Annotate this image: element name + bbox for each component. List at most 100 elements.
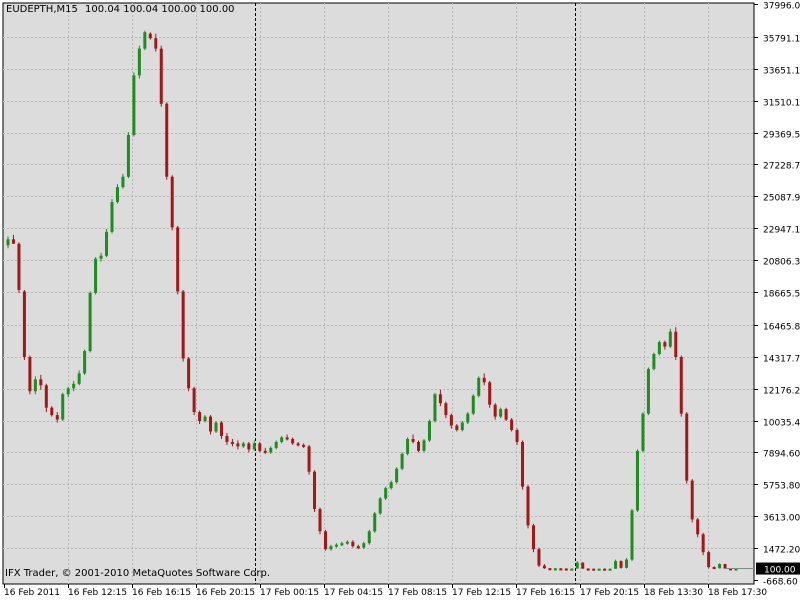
x-tick-label: 16 Feb 16:15 xyxy=(132,588,191,598)
x-tick-label: 17 Feb 04:15 xyxy=(324,588,383,598)
candle-bear xyxy=(493,404,497,417)
candle-bull xyxy=(657,342,661,355)
candle-bull xyxy=(427,421,431,441)
candle-bear xyxy=(225,435,229,442)
y-tick-label: 7894.60 xyxy=(763,450,800,460)
candle-bear xyxy=(22,291,26,358)
candle-bear xyxy=(154,38,158,49)
candle-bull xyxy=(77,373,81,384)
candle-bear xyxy=(504,409,508,420)
candle-bull xyxy=(608,568,612,571)
candle-bear xyxy=(411,438,415,442)
y-tick-label: 5753.80 xyxy=(763,482,800,492)
candle-bull xyxy=(635,450,639,511)
x-tick-label: 16 Feb 12:15 xyxy=(68,588,127,598)
candle-bull xyxy=(652,354,656,369)
y-tick-label: 22947.10 xyxy=(763,226,800,236)
candle-bear xyxy=(296,443,300,446)
candle-bear xyxy=(28,357,32,392)
candle-bear xyxy=(531,525,535,550)
candle-bull xyxy=(597,568,601,571)
candle-bull xyxy=(614,561,618,569)
candle-bull xyxy=(126,135,130,177)
candle-bull xyxy=(269,447,273,453)
candle-bull xyxy=(471,395,475,414)
candle-bear xyxy=(510,419,514,431)
candle-bear xyxy=(482,377,486,383)
candle-bear xyxy=(148,33,152,39)
candle-bear xyxy=(488,382,492,405)
y-tick-label: 14317.70 xyxy=(763,355,800,365)
candle-bear xyxy=(690,480,694,520)
candle-bear xyxy=(564,568,568,571)
candle-bull xyxy=(367,531,371,544)
candle-bear xyxy=(586,568,590,571)
x-tick-label: 17 Feb 16:15 xyxy=(516,588,575,598)
candle-bull xyxy=(641,413,645,451)
x-tick-label: 16 Feb 2011 xyxy=(4,588,60,598)
y-tick-label: 12176.20 xyxy=(763,387,800,397)
candle-bear xyxy=(230,441,234,444)
candle-bear xyxy=(318,508,322,532)
x-tick-label: 17 Feb 00:15 xyxy=(260,588,319,598)
ohlc-readout: 100.04 100.04 100.00 100.00 xyxy=(85,4,235,15)
candle-bull xyxy=(203,416,207,422)
candle-bull xyxy=(389,482,393,489)
candle-bear xyxy=(674,331,678,358)
candle-bull xyxy=(406,438,410,454)
candle-bear xyxy=(356,546,360,549)
candle-bull xyxy=(553,568,557,571)
candle-bear xyxy=(723,564,727,569)
candle-bear xyxy=(515,430,519,442)
candle-bull xyxy=(274,441,278,448)
candle-bear xyxy=(176,227,180,292)
candle-bear xyxy=(313,471,317,509)
candle-bear xyxy=(165,103,169,177)
y-tick-label: 35791.10 xyxy=(763,35,800,45)
candle-bull xyxy=(105,231,109,256)
y-tick-label: 3613.00 xyxy=(763,514,800,524)
candle-bear xyxy=(258,443,262,451)
candle-bear xyxy=(603,568,607,571)
candle-bear xyxy=(455,425,459,431)
candle-bull xyxy=(378,498,382,514)
x-tick-label: 16 Feb 20:15 xyxy=(196,588,255,598)
candle-bear xyxy=(729,568,733,571)
candle-bear xyxy=(707,552,711,568)
candle-bull xyxy=(433,394,437,422)
candle-bear xyxy=(181,291,185,359)
candle-bull xyxy=(668,331,672,347)
candle-bear xyxy=(187,358,191,389)
candle-bear xyxy=(542,565,546,569)
candle-bull xyxy=(88,292,92,352)
last-price-tag xyxy=(756,562,800,575)
candle-bear xyxy=(198,412,202,422)
candle-bull xyxy=(466,413,470,423)
y-tick-label: 33651.10 xyxy=(763,67,800,77)
candle-bull xyxy=(345,541,349,544)
candle-bear xyxy=(592,568,596,571)
candle-bear xyxy=(170,176,174,228)
y-tick-label: 1472.20 xyxy=(763,546,800,556)
candle-bull xyxy=(400,453,404,469)
candle-bear xyxy=(449,415,453,426)
candle-bull xyxy=(33,379,37,392)
candle-bear xyxy=(712,567,716,570)
candle-bear xyxy=(663,342,667,347)
candle-bull xyxy=(395,468,399,483)
y-tick-label: 25087.90 xyxy=(763,194,800,204)
candle-bear xyxy=(263,450,267,453)
candle-bull xyxy=(570,568,574,571)
candle-bull xyxy=(6,239,10,246)
y-tick-label: 20806.30 xyxy=(763,258,800,268)
candle-bear xyxy=(521,441,525,487)
candle-bear xyxy=(17,243,21,290)
y-tick-label: 31510.10 xyxy=(763,99,800,109)
candle-bear xyxy=(247,443,251,450)
candle-bull xyxy=(137,48,141,76)
x-tick-label: 17 Feb 08:15 xyxy=(388,588,447,598)
candle-bull xyxy=(477,377,481,396)
candle-bear xyxy=(438,394,442,404)
candle-bull xyxy=(280,437,284,442)
y-tick-label: 10035.40 xyxy=(763,419,800,429)
